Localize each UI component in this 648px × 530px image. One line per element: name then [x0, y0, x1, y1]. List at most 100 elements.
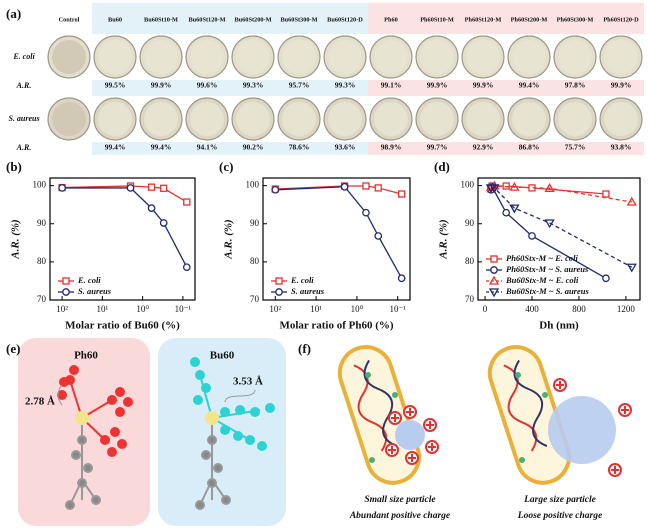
- data-point: [502, 208, 511, 217]
- x-tick-label: 10⁰: [136, 304, 149, 314]
- antibacterial-rate: 99.9%: [611, 81, 632, 90]
- panel-label: (a): [6, 6, 21, 21]
- column-header: Ph60St200-M: [511, 16, 548, 23]
- colony-lawn: [190, 102, 224, 136]
- colony-lawn: [466, 40, 500, 74]
- row-label: E. coli: [12, 52, 35, 61]
- y-axis-label: A.R. (%): [223, 219, 235, 259]
- column-header: Bu60: [108, 16, 122, 23]
- y-tick-label: 90: [250, 218, 260, 228]
- x-axis-label: Molar ratio of Ph60 (%): [279, 320, 393, 332]
- column-header: Bu60St200-M: [234, 16, 271, 23]
- colony-lawn: [144, 40, 178, 74]
- x-tick-label: 10²: [56, 304, 68, 314]
- data-point: [374, 232, 383, 240]
- legend-label: Bu60Stx-M ~ E. coli: [505, 275, 579, 285]
- data-point: [182, 263, 191, 272]
- legend-label: Ph60Stx-M ~ S. aureus: [506, 264, 589, 274]
- column-header: Bu60St300-M: [280, 16, 317, 23]
- x-axis-label: Dh (nm): [539, 320, 579, 332]
- caption: Abundant positive charge: [349, 511, 451, 521]
- series-line: [62, 187, 188, 268]
- colony-lawn: [236, 40, 270, 74]
- legend-marker: [62, 277, 70, 285]
- antibacterial-rate: 99.1%: [381, 81, 402, 90]
- plot-frame: [49, 177, 196, 301]
- plot-frame: [477, 177, 641, 301]
- colony-lawn: [328, 40, 362, 74]
- row-label: A.R.: [16, 81, 32, 90]
- legend-marker: [62, 288, 70, 296]
- column-header: Ph60St10-M: [420, 16, 454, 23]
- molecule-title: Ph60: [74, 350, 98, 362]
- y-tick-label: 100: [33, 180, 47, 190]
- y-tick-label: 100: [246, 180, 260, 190]
- column-header: Control: [59, 16, 80, 23]
- column-header: Bu60St120-M: [188, 16, 225, 23]
- legend-marker: [488, 275, 500, 285]
- data-point: [626, 263, 637, 273]
- antibacterial-rate: 99.3%: [335, 81, 356, 90]
- distance-label: 3.53 Å: [233, 376, 263, 388]
- panel-label: (c): [219, 159, 233, 174]
- data-point: [626, 196, 637, 206]
- antibacterial-rate: 95.7%: [289, 81, 310, 90]
- column-header: Ph60St300-M: [557, 16, 594, 23]
- data-point: [485, 182, 497, 192]
- column-header: Bu60St120-D: [327, 16, 363, 23]
- column-header: Ph60: [384, 16, 398, 23]
- data-point: [362, 182, 370, 190]
- data-point: [126, 184, 135, 192]
- data-point: [397, 274, 406, 283]
- data-point: [340, 182, 349, 191]
- column-header: Ph60St120-M: [465, 16, 502, 23]
- y-tick-label: 100: [461, 180, 475, 190]
- molecule-title: Bu60: [210, 350, 235, 362]
- data-point: [602, 190, 610, 198]
- colony-lawn: [512, 102, 546, 136]
- row-label: A.R.: [16, 143, 32, 152]
- distance-label: 2.78 Å: [25, 396, 55, 408]
- colony-lawn: [144, 102, 178, 136]
- data-point: [544, 219, 555, 229]
- panel-label: (b): [6, 159, 22, 174]
- x-tick-label: 10²: [269, 304, 281, 314]
- y-tick-label: 80: [250, 256, 260, 266]
- y-axis-label: A.R. (%): [10, 219, 22, 259]
- molecule-diagram: [18, 338, 286, 526]
- data-point: [147, 183, 156, 191]
- plot-frame: [262, 177, 411, 301]
- colony-lawn: [604, 40, 638, 74]
- x-tick-label: 10⁻¹: [175, 304, 192, 314]
- colony-lawn: [420, 40, 454, 74]
- x-tick-label: 400: [525, 304, 539, 314]
- antibacterial-rate: 78.6%: [289, 143, 310, 152]
- data-point: [489, 184, 500, 194]
- colony-lawn: [98, 102, 132, 136]
- colony-lawn: [282, 40, 316, 74]
- legend-marker: [275, 288, 283, 296]
- y-tick-label: 70: [465, 294, 475, 304]
- colony-lawn: [98, 40, 132, 74]
- antibacterial-rate: 75.7%: [565, 143, 586, 152]
- colony-lawn: [190, 40, 224, 74]
- y-tick-label: 80: [37, 256, 47, 266]
- data-point: [271, 185, 280, 194]
- legend-marker: [490, 255, 498, 263]
- legend-label: E. coli: [77, 275, 101, 285]
- colony-lawn: [328, 102, 362, 136]
- data-point: [544, 182, 555, 192]
- panel-label: (e): [6, 341, 20, 356]
- y-axis-label: A.R. (%): [438, 219, 450, 259]
- antibacterial-rate: 99.6%: [197, 81, 218, 90]
- data-point: [502, 182, 510, 190]
- antibacterial-rate: 86.8%: [519, 143, 540, 152]
- data-point: [147, 204, 156, 212]
- colony-lawn: [236, 102, 270, 136]
- antibacterial-rate: 99.3%: [243, 81, 264, 90]
- colony-lawn: [52, 40, 86, 74]
- antibacterial-rate: 99.5%: [105, 81, 126, 90]
- legend-marker: [275, 277, 283, 285]
- panel-label: (d): [434, 159, 450, 174]
- antibacterial-rate: 93.6%: [335, 143, 356, 152]
